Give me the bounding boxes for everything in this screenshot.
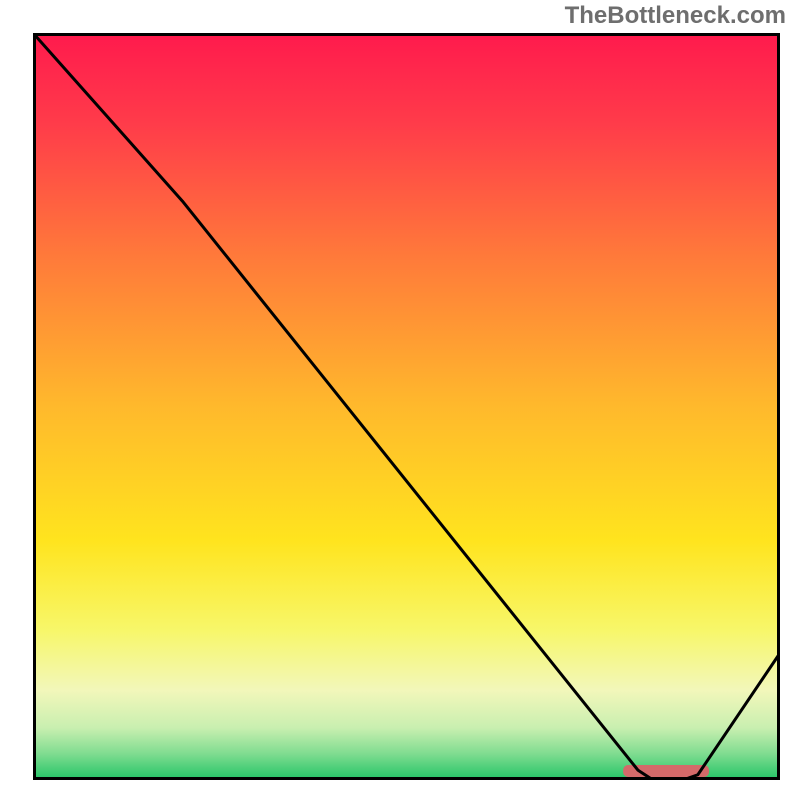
curve-line [33,33,780,780]
plot-area [33,33,780,780]
chart-root: TheBottleneck.com [0,0,800,800]
chart-overlay [33,33,780,780]
watermark-text: TheBottleneck.com [565,2,786,30]
